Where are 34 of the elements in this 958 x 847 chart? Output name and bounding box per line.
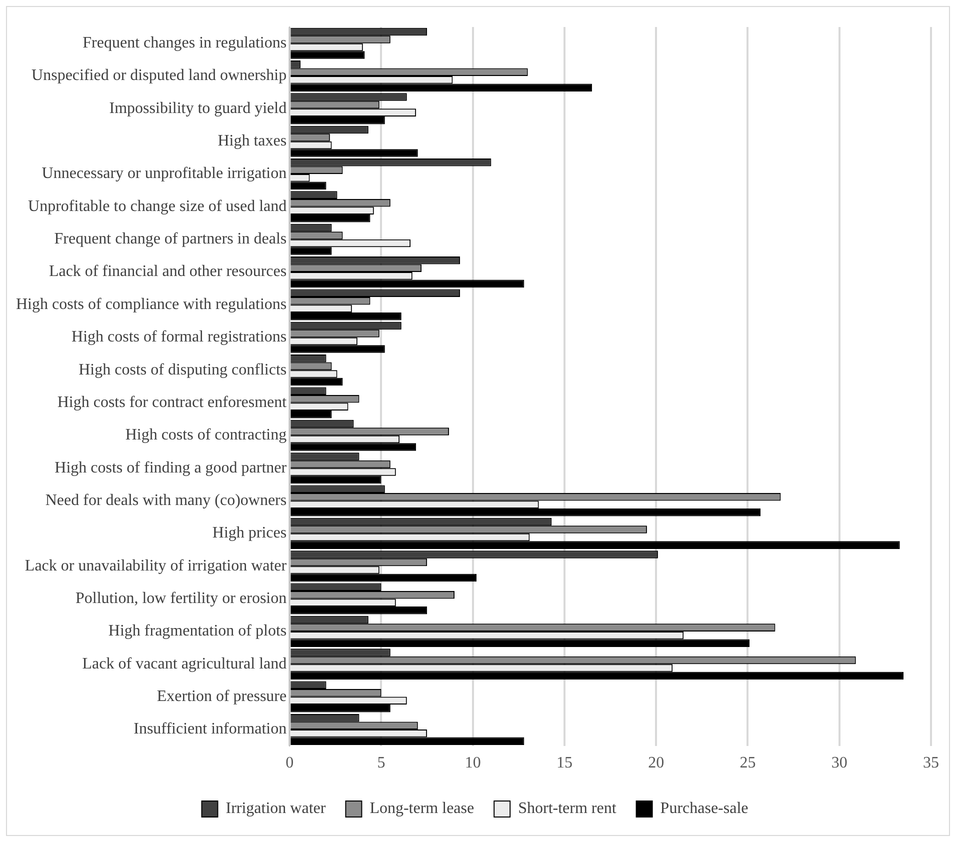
y-tick-label: Impossibility to guard yield <box>109 100 287 117</box>
y-tick-label: High costs of disputing conflicts <box>78 361 287 378</box>
y-tick-label: Lack of financial and other resources <box>48 263 287 280</box>
x-tick-label: 15 <box>556 754 572 772</box>
y-tick-label: Unnecessary or unprofitable irrigation <box>42 165 287 182</box>
y-tick-label: Exertion of pressure <box>156 688 287 705</box>
y-tick-label: Frequent changes in regulations <box>82 34 287 52</box>
y-tick-label: Unprofitable to change size of used land <box>28 198 287 215</box>
x-tick-label: 25 <box>740 754 756 772</box>
y-tick-label: High fragmentation of plots <box>108 622 287 640</box>
x-tick-label: 20 <box>648 754 664 772</box>
x-tick-label: 5 <box>377 754 386 772</box>
y-tick-label: Insufficient information <box>134 720 287 738</box>
y-tick-label: Pollution, low fertility or erosion <box>76 590 287 607</box>
y-tick-label: High costs for contract enforesment <box>57 394 288 411</box>
legend-label: Short-term rent <box>518 800 617 818</box>
y-tick-label: Lack of vacant agricultural land <box>82 655 287 672</box>
y-tick-label: Lack or unavailability of irrigation water <box>24 557 288 574</box>
x-tick-label: 30 <box>831 754 848 772</box>
y-tick-label: High costs of contracting <box>125 426 287 444</box>
y-tick-label: Frequent change of partners in deals <box>54 230 287 248</box>
x-tick-label: 10 <box>464 754 481 772</box>
legend-label: Long-term lease <box>370 800 474 818</box>
y-tick-label: High taxes <box>218 132 287 150</box>
legend-label: Irrigation water <box>226 800 326 818</box>
y-tick-label: Unspecified or disputed land ownership <box>32 67 287 84</box>
y-tick-label: High prices <box>212 524 287 542</box>
y-tick-label: High costs of finding a good partner <box>54 459 288 476</box>
y-tick-label: High costs of formal registrations <box>72 328 287 346</box>
x-tick-label: 35 <box>923 754 939 772</box>
y-tick-label: High costs of compliance with regulations <box>16 296 287 313</box>
x-tick-label: 0 <box>286 754 294 772</box>
legend-label: Purchase-sale <box>660 800 748 818</box>
y-tick-label: Need for deals with many (co)owners <box>45 492 287 509</box>
